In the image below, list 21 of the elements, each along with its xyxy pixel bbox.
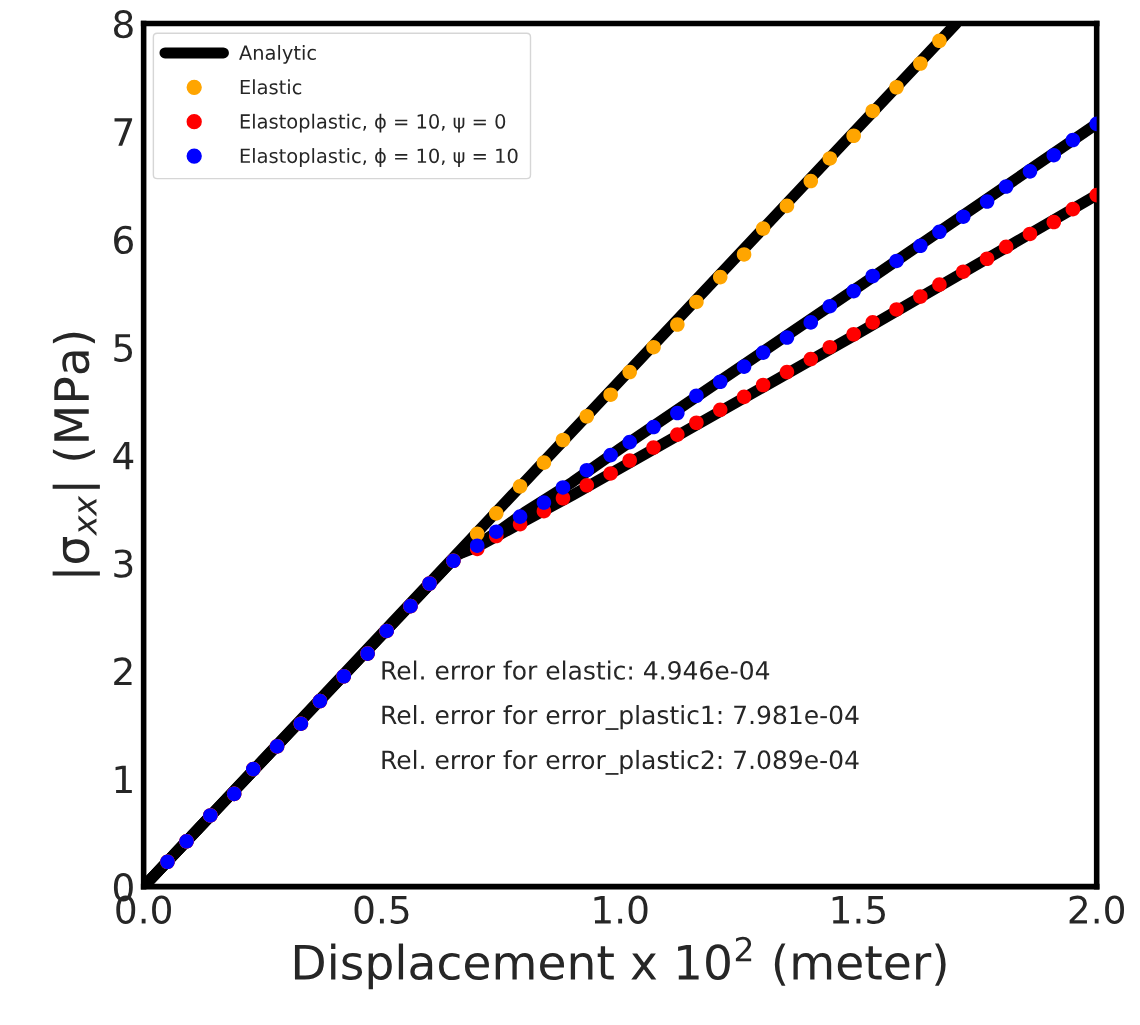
annotation: Rel. error for error_plastic2: 7.089e-04 — [382, 749, 859, 775]
annotation: Rel. error for elastic: 4.946e-04 — [382, 660, 770, 680]
y-tick-label: 4 — [113, 442, 134, 470]
y-tick-label: 6 — [114, 225, 133, 255]
y-tick-label: 5 — [114, 334, 133, 362]
x-tick-label: 2.0 — [1069, 895, 1125, 924]
x-tick-label: 1.0 — [594, 895, 648, 924]
annotation: Rel. error for error_plastic1: 7.981e-04 — [382, 705, 859, 730]
x-tick-label: 1.5 — [832, 896, 885, 924]
y-axis-title: |σ$_{xx}$| (MPa) — [52, 332, 100, 576]
x-axis-title: Displacement x 10$^{2}$ (meter) — [294, 936, 946, 990]
y-tick-label: 1 — [115, 765, 132, 793]
y-tick-label: 7 — [114, 118, 133, 146]
y-tick-label: 3 — [114, 549, 133, 578]
x-tick-label: 0.5 — [354, 895, 409, 924]
y-tick-label: 2 — [114, 657, 132, 686]
legend-label: Elastoplastic, ϕ = 10, ψ = 10 — [240, 148, 518, 167]
legend-label: Analytic — [239, 44, 316, 64]
y-tick-label: 8 — [113, 9, 133, 39]
legend-label: Elastic — [240, 79, 302, 95]
legend-label: Elastoplastic, ϕ = 10, ψ = 0 — [240, 113, 506, 133]
